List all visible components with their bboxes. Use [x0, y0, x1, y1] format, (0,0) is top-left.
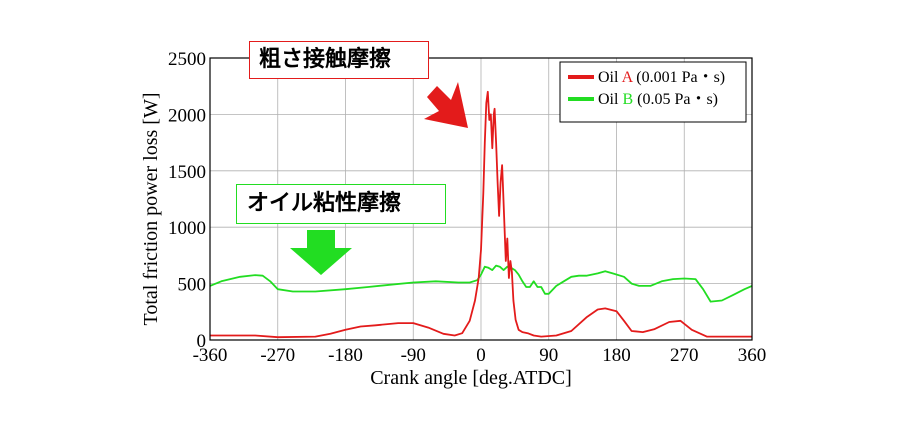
y-tick-label: 2000 [168, 105, 206, 126]
x-tick-label: 270 [670, 345, 699, 366]
red-arrow-icon [424, 82, 468, 128]
legend-box [559, 61, 747, 123]
x-tick-label: -360 [193, 345, 228, 366]
y-tick-label: 1500 [168, 162, 206, 183]
plot-frame [209, 57, 753, 341]
y-tick-label: 1000 [168, 218, 206, 239]
x-tick-label: 90 [539, 345, 558, 366]
y-tick-label: 0 [197, 331, 207, 352]
legend: Oil A (0.001 Pa・s) Oil B (0.05 Pa・s) [559, 61, 747, 123]
y-axis-label: Total friction power loss [W] [140, 93, 162, 326]
legend-entry: Oil B (0.05 Pa・s) [598, 91, 718, 108]
x-tick-label: -270 [260, 345, 295, 366]
x-tick-label: -90 [401, 345, 426, 366]
x-tick-label: 180 [602, 345, 631, 366]
green-arrow-icon [290, 230, 352, 275]
series-layer [209, 90, 753, 339]
x-tick-label: -180 [328, 345, 363, 366]
tick-layer: -360 -270 -180 -90 0 90 180 270 360 0 500 1000 1500 2… [168, 49, 766, 366]
y-tick-label: 2500 [168, 49, 206, 70]
contact-friction-label: 粗さ接触摩擦 [249, 41, 429, 79]
series-line-2 [209, 264, 753, 303]
y-tick-label: 500 [178, 275, 207, 296]
x-axis-label: Crank angle [deg.ATDC] [370, 367, 572, 389]
x-tick-label: 360 [738, 345, 767, 366]
viscous-friction-label: オイル粘性摩擦 [236, 184, 446, 224]
series-line-1 [210, 90, 752, 339]
legend-entry: Oil A (0.001 Pa・s) [598, 69, 725, 86]
x-tick-label: 0 [476, 345, 486, 366]
